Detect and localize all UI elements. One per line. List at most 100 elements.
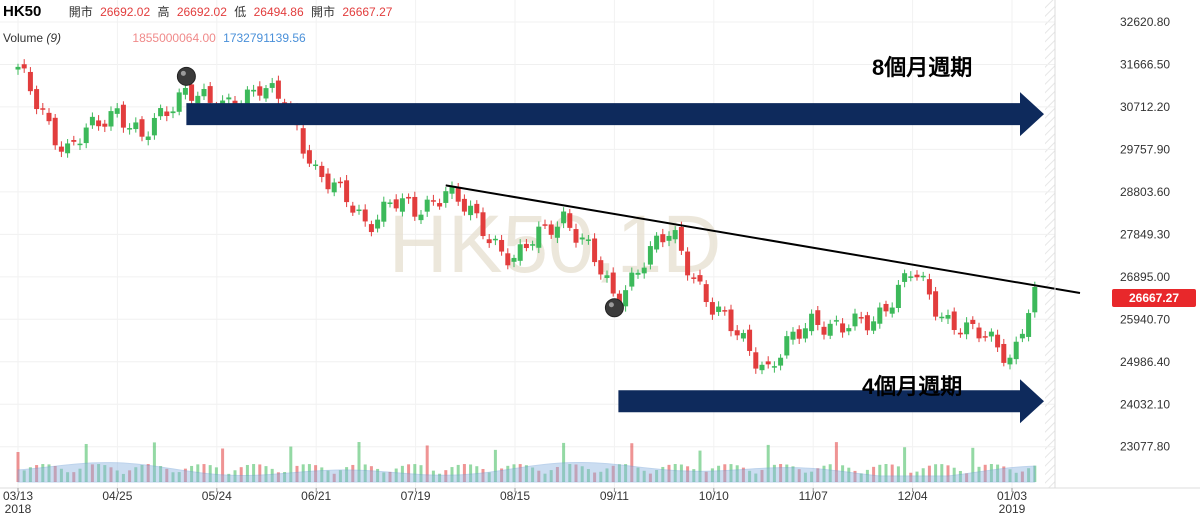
candle-body (430, 200, 436, 202)
candle-body (933, 291, 939, 317)
volume-bar (165, 468, 169, 482)
candle-body (1001, 343, 1007, 363)
candle-body (877, 307, 883, 324)
x-tick-label: 11/07 (799, 489, 828, 503)
volume-bar (617, 464, 621, 482)
volume-bar (636, 467, 640, 482)
candle-body (883, 303, 889, 312)
candle-body (480, 212, 486, 237)
volume-bar (593, 472, 597, 482)
y-tick-label: 29757.90 (1120, 142, 1170, 156)
candle-body (424, 199, 430, 212)
volume-bar (903, 447, 907, 482)
candle-body (418, 214, 424, 221)
volume-bar (382, 472, 386, 482)
volume-bar (345, 467, 349, 482)
volume-bar (940, 464, 944, 482)
candle-body (691, 277, 697, 279)
y-tick-label: 26895.00 (1120, 270, 1170, 284)
candle-body (412, 196, 418, 217)
candle-body (207, 86, 213, 103)
volume-bar (816, 468, 820, 482)
candle-body (176, 92, 182, 112)
volume-bar (531, 467, 535, 482)
volume-bar (307, 464, 311, 482)
x-tick-label: 06/21 (301, 489, 331, 503)
volume-bar (357, 442, 361, 482)
candle-body (71, 140, 77, 142)
x-tick-label: 05/24 (202, 489, 232, 503)
volume-bar (779, 464, 783, 482)
candle-body (908, 276, 914, 278)
volume-bar (1027, 468, 1031, 482)
candle-body (362, 209, 368, 222)
volume-bar (729, 464, 733, 482)
candle-body (753, 352, 759, 369)
candle-body (1019, 333, 1025, 339)
candle-body (455, 187, 461, 202)
volume-bar (121, 473, 125, 482)
candle-body (790, 331, 796, 340)
candle-body (809, 313, 815, 332)
candle-body (313, 164, 319, 167)
candle-body (976, 327, 982, 339)
candle-body (610, 272, 616, 294)
y-tick-label: 31666.50 (1120, 57, 1170, 71)
candle-body (833, 320, 839, 322)
candle-body (350, 205, 356, 213)
long-cycle-label: 8個月週期 (872, 55, 973, 80)
volume-bar (717, 465, 721, 482)
candle-body (920, 275, 926, 278)
volume-label: Volume (3, 31, 44, 45)
candle-body (554, 226, 560, 238)
candle-body (34, 89, 40, 110)
volume-bar (233, 470, 237, 482)
volume-bar (890, 464, 894, 482)
volume-bar (177, 472, 181, 482)
candle-body (437, 203, 443, 207)
x-tick-label: 09/11 (600, 489, 629, 503)
candle-body (567, 213, 573, 228)
volume-bar (90, 464, 94, 482)
x-tick-label: 03/13 (3, 489, 33, 503)
candle-body (300, 128, 306, 154)
volume-bar (574, 464, 578, 482)
candle-body (771, 366, 777, 368)
volume-bar (512, 464, 516, 482)
candle-body (678, 226, 684, 251)
candle-body (604, 275, 610, 278)
candle-body (895, 284, 901, 309)
low-value: 26494.86 (253, 5, 304, 19)
candle-body (182, 87, 188, 95)
volume-bar (679, 464, 683, 482)
volume-bar (84, 443, 88, 482)
high-value: 26692.02 (176, 5, 227, 19)
volume-bar (686, 466, 690, 482)
volume-bar (28, 467, 32, 482)
candle-body (399, 198, 405, 212)
candle-body (195, 95, 201, 104)
volume-bar (152, 442, 156, 482)
volume-bar (59, 468, 63, 482)
candle-body (449, 186, 455, 194)
volume-bar (704, 471, 708, 482)
volume-bar (797, 469, 801, 482)
future-zone (1045, 0, 1055, 488)
candle-body (988, 331, 994, 337)
volume-bar (611, 465, 615, 482)
candle-body (201, 89, 207, 97)
volume-bar (859, 473, 863, 482)
volume-bar (555, 467, 559, 482)
candle-body (722, 310, 728, 312)
candle-body (189, 84, 195, 101)
candle-body (406, 196, 412, 199)
candle-body (443, 191, 449, 203)
volume-bar (568, 464, 572, 482)
candle-body (864, 315, 870, 331)
y-tick-label: 23077.80 (1120, 440, 1170, 454)
candle-body (158, 108, 164, 117)
volume-bar (407, 464, 411, 482)
volume-bar (332, 473, 336, 482)
candle-body (151, 117, 157, 136)
